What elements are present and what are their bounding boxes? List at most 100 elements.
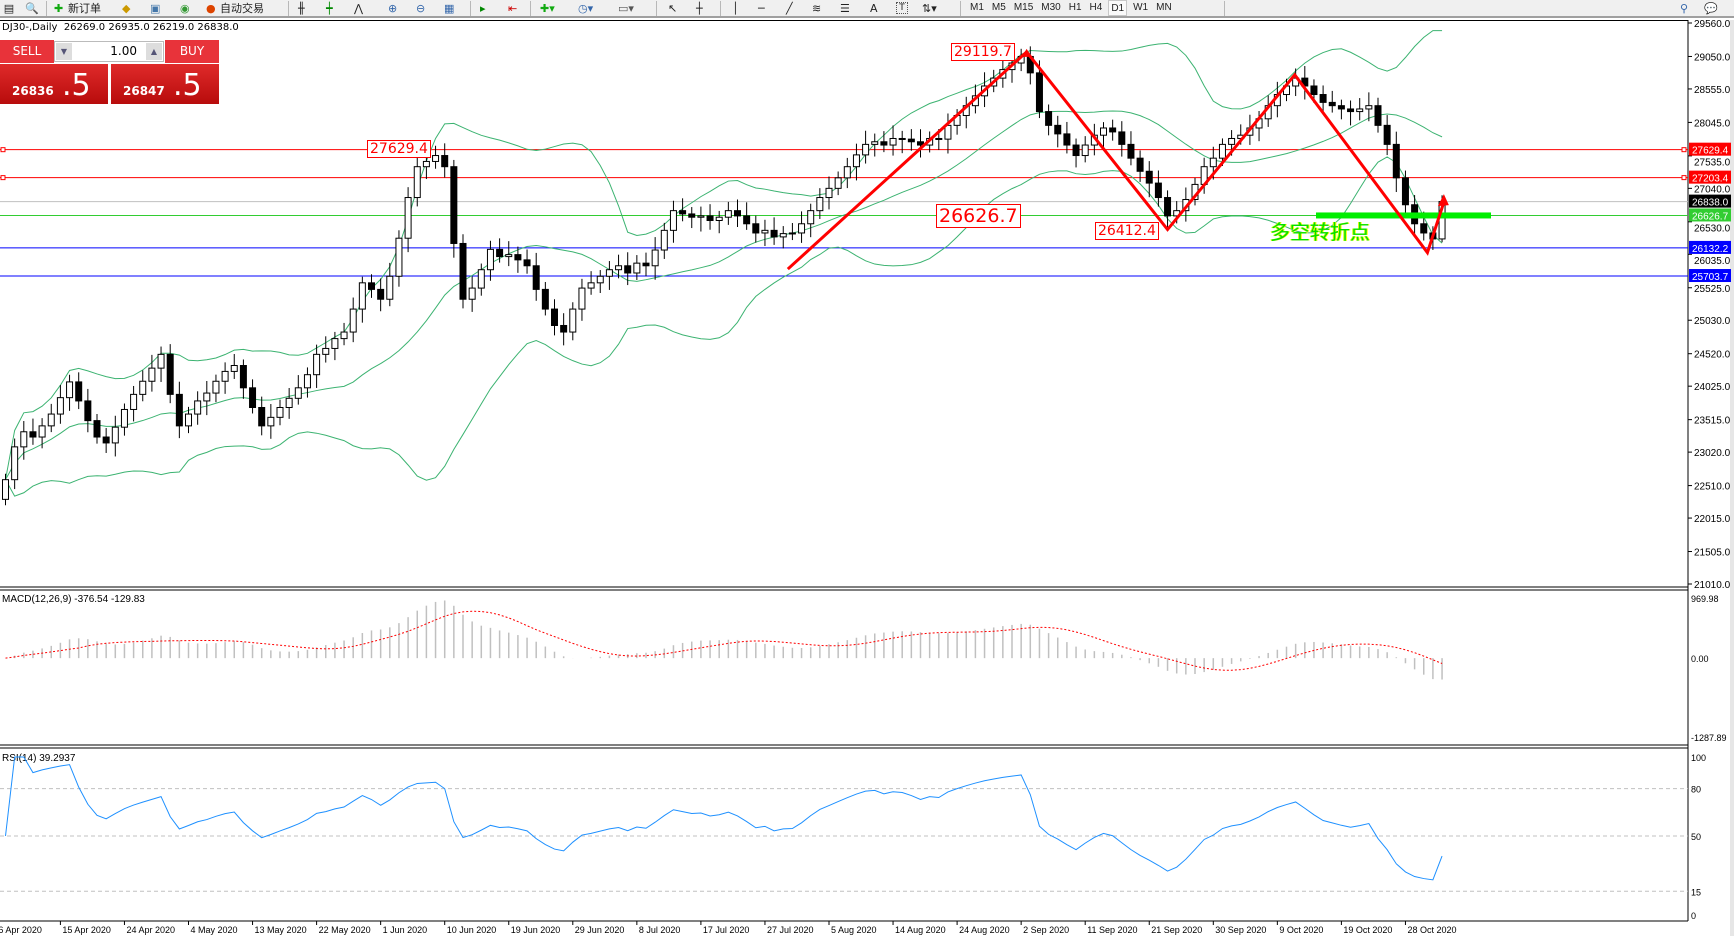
resistance-price-label[interactable]: 27629.4	[367, 140, 431, 158]
chart-shift-icon[interactable]: ⇤	[508, 2, 518, 15]
timeframe-h1[interactable]: H1	[1068, 2, 1082, 13]
lots-increase-button[interactable]: ▲	[146, 43, 162, 60]
candle-bull	[185, 413, 192, 427]
candle-bear	[734, 210, 741, 217]
timeframe-m30[interactable]: M30	[1041, 2, 1061, 13]
candle-bear	[743, 215, 751, 225]
candle-bull	[596, 275, 604, 284]
text-label-tool-button[interactable]: T	[896, 2, 908, 14]
auto-trading-icon[interactable]: ●	[206, 2, 216, 15]
buy-price-button[interactable]: 26847 .5	[111, 64, 219, 104]
candle-bull	[340, 331, 348, 340]
candle-chart-icon[interactable]: ┿	[326, 2, 333, 15]
autoscroll-icon[interactable]: ▸	[480, 2, 486, 15]
date-axis-label: 2 Sep 2020	[1023, 925, 1069, 935]
gold-icon[interactable]: ◆	[122, 2, 131, 15]
high-price-label[interactable]: 29119.7	[951, 43, 1015, 61]
date-axis-label: 4 May 2020	[191, 925, 238, 935]
price-axis-label: 27040.0	[1694, 185, 1731, 196]
candle-bull	[569, 308, 577, 333]
candle-bull	[139, 380, 147, 395]
price-tag-label: 27203.4	[1692, 174, 1729, 185]
terminal-icon[interactable]: ▣	[150, 2, 161, 15]
chat-icon[interactable]: 💬	[1704, 2, 1718, 15]
timeframe-h4[interactable]: H4	[1089, 2, 1103, 13]
sell-button[interactable]: SELL	[0, 40, 54, 63]
candle-bull	[1218, 143, 1226, 159]
date-axis-label: 15 Apr 2020	[62, 925, 111, 935]
timeframe-mn[interactable]: MN	[1156, 2, 1172, 13]
search-icon[interactable]: ⚲	[1680, 2, 1689, 15]
timeframe-d1[interactable]: D1	[1108, 0, 1128, 16]
zoom-out-icon[interactable]: ⊖	[416, 2, 426, 15]
line-chart-icon[interactable]: ⋀	[354, 2, 364, 15]
zoom-in-icon[interactable]: ⊕	[388, 2, 398, 15]
chart-window[interactable]: 29560.0 29050.0 28555.0 28045.0 27535.0 27040…	[0, 20, 1734, 936]
candle-bull	[825, 187, 833, 199]
candle-bull	[66, 381, 74, 399]
periods-icon[interactable]: ◷▾	[578, 2, 594, 15]
timeframe-w1[interactable]: W1	[1133, 2, 1149, 13]
templates-icon[interactable]: ▭▾	[618, 2, 634, 15]
trendline-icon[interactable]: ╱	[786, 2, 793, 15]
candle-bull	[615, 265, 623, 271]
lots-value: 1.00	[110, 44, 137, 58]
window-icon[interactable]: ▤	[3, 2, 15, 15]
cursor-icon[interactable]: ↖	[668, 2, 678, 15]
date-axis-label: 19 Oct 2020	[1343, 925, 1392, 935]
candle-bull	[267, 416, 275, 427]
macd-axis-label: -1287.89	[1691, 733, 1727, 743]
auto-trading-button[interactable]: 自动交易	[220, 2, 264, 15]
line-anchor	[1681, 175, 1687, 181]
candle-bear	[532, 265, 540, 290]
date-axis-label: 8 Jul 2020	[639, 925, 681, 935]
candle-bear	[624, 265, 632, 274]
timeframe-m15[interactable]: M15	[1013, 2, 1034, 13]
candle-bull	[194, 400, 202, 415]
signal-icon[interactable]: ◉	[180, 2, 190, 15]
rsi-axis-label: 15	[1691, 887, 1701, 897]
chart-canvas[interactable]: 29560.0 29050.0 28555.0 28045.0 27535.0 27040…	[0, 20, 1734, 936]
candle-bull	[413, 166, 421, 199]
price-tag	[1689, 194, 1731, 208]
candle-bull	[404, 197, 412, 239]
candle-bull	[2, 479, 9, 500]
candle-bull	[724, 210, 732, 218]
candle-bear	[368, 282, 375, 290]
bar-chart-icon[interactable]: ╫	[298, 2, 305, 15]
text-tool-button[interactable]: A	[870, 2, 878, 15]
candle-bear	[75, 381, 83, 402]
sell-price-main: 26836	[12, 84, 54, 98]
new-order-icon[interactable]: ✚	[54, 2, 64, 15]
candle-bull	[605, 269, 613, 277]
arrows-icon[interactable]: ⇅▾	[922, 2, 937, 15]
print-preview-icon[interactable]: 🔍	[25, 2, 39, 15]
timeframe-m1[interactable]: M1	[970, 2, 984, 13]
candle-bull	[230, 365, 238, 372]
low-price-label[interactable]: 26412.4	[1095, 222, 1159, 240]
sell-price-button[interactable]: 26836 .5	[0, 64, 108, 104]
pivot-price-label[interactable]: 26626.7	[936, 204, 1021, 228]
candle-bull	[871, 141, 879, 145]
lots-input[interactable]: ▼ 1.00 ▲	[54, 41, 164, 62]
new-order-button[interactable]: 新订单	[68, 2, 101, 15]
crosshair-icon[interactable]: ┼	[696, 2, 703, 15]
toolbar: ▤ 🔍 ✚ 新订单 ◆ ▣ ◉ ● 自动交易 ╫ ┿ ⋀ ⊕ ⊖ ▦ ▸ ⇤ ✚…	[0, 0, 1734, 18]
vertical-line-icon[interactable]: │	[732, 2, 739, 15]
timeframe-m5[interactable]: M5	[991, 2, 1006, 13]
indicators-icon[interactable]: ✚▾	[540, 2, 555, 15]
candle-bear	[551, 308, 558, 326]
tile-icon[interactable]: ▦	[444, 2, 455, 15]
buy-button[interactable]: BUY	[165, 40, 219, 63]
price-axis-label: 22015.0	[1694, 514, 1731, 525]
candle-bear	[377, 288, 385, 300]
pivot-zone-bar	[1316, 212, 1491, 219]
lots-decrease-button[interactable]: ▼	[56, 43, 72, 60]
price-axis-label: 29560.0	[1694, 20, 1731, 30]
turning-point-text[interactable]: 多空转折点	[1270, 220, 1370, 244]
fibonacci-icon[interactable]: ≋	[812, 2, 822, 15]
horizontal-line-icon[interactable]: ─	[758, 2, 765, 15]
peak-marker	[1021, 48, 1032, 57]
timeframe-bar: M1 M5 M15 M30 H1 H4 D1 W1 MN	[968, 0, 1174, 16]
fibo-fan-icon[interactable]: ☰	[840, 2, 850, 15]
